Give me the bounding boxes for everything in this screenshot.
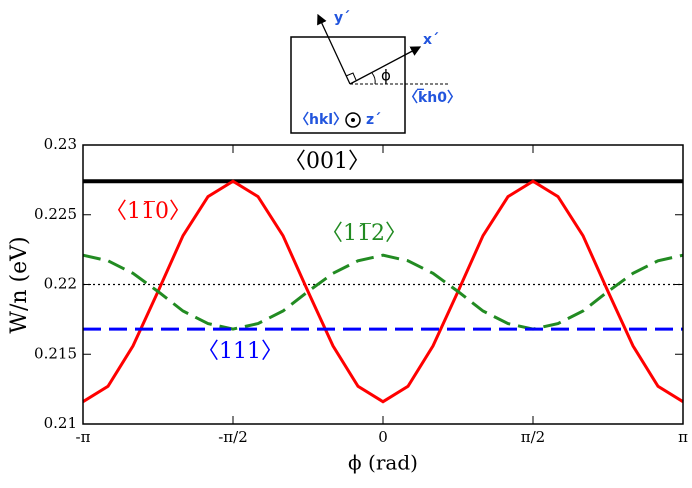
- y-tick-label: 0.23: [44, 135, 77, 153]
- inset-label: ϕ: [381, 67, 391, 85]
- inset-label: x´: [423, 32, 439, 48]
- inset-label: 〈hkl〉: [295, 112, 347, 128]
- y-axis-arrow: [317, 13, 351, 85]
- series-label: 〈001〉: [284, 149, 370, 174]
- x-tick-label: -π: [76, 428, 91, 446]
- y-tick-label: 0.22: [44, 275, 77, 293]
- x-tick-label: π: [678, 428, 688, 446]
- y-tick-label: 0.225: [34, 205, 77, 223]
- y-tick-label: 0.215: [34, 344, 77, 362]
- inset-label: y´: [334, 10, 350, 26]
- series-line: [82, 179, 684, 404]
- series-label: 〈111〉: [197, 339, 283, 364]
- angle-arc: [371, 72, 376, 85]
- series-line: [82, 253, 684, 331]
- y-tick-label: 0.21: [44, 414, 77, 432]
- z-symbol: [345, 112, 361, 128]
- series-label: 〈11̅0〉: [105, 199, 191, 224]
- x-tick-label: π/2: [521, 428, 545, 446]
- x-axis-arrow: [349, 46, 422, 85]
- series-label: 〈11̅2〉: [321, 221, 407, 246]
- right-angle: [345, 72, 357, 81]
- inset: y´ x´ ϕ 〈k̅h0〉 〈hkl〉 z´: [290, 10, 461, 134]
- x-axis-label: ϕ (rad): [348, 451, 418, 475]
- inset-label: 〈k̅h0〉: [404, 87, 461, 106]
- x-tick-label: -π/2: [218, 428, 248, 446]
- plot-frame: [82, 144, 684, 425]
- z-dot: [351, 118, 355, 122]
- x-tick-label: 0: [378, 428, 388, 446]
- inset-label: z´: [366, 112, 381, 128]
- inset-box: [290, 36, 406, 134]
- y-axis-label: W/n (eV): [7, 236, 32, 333]
